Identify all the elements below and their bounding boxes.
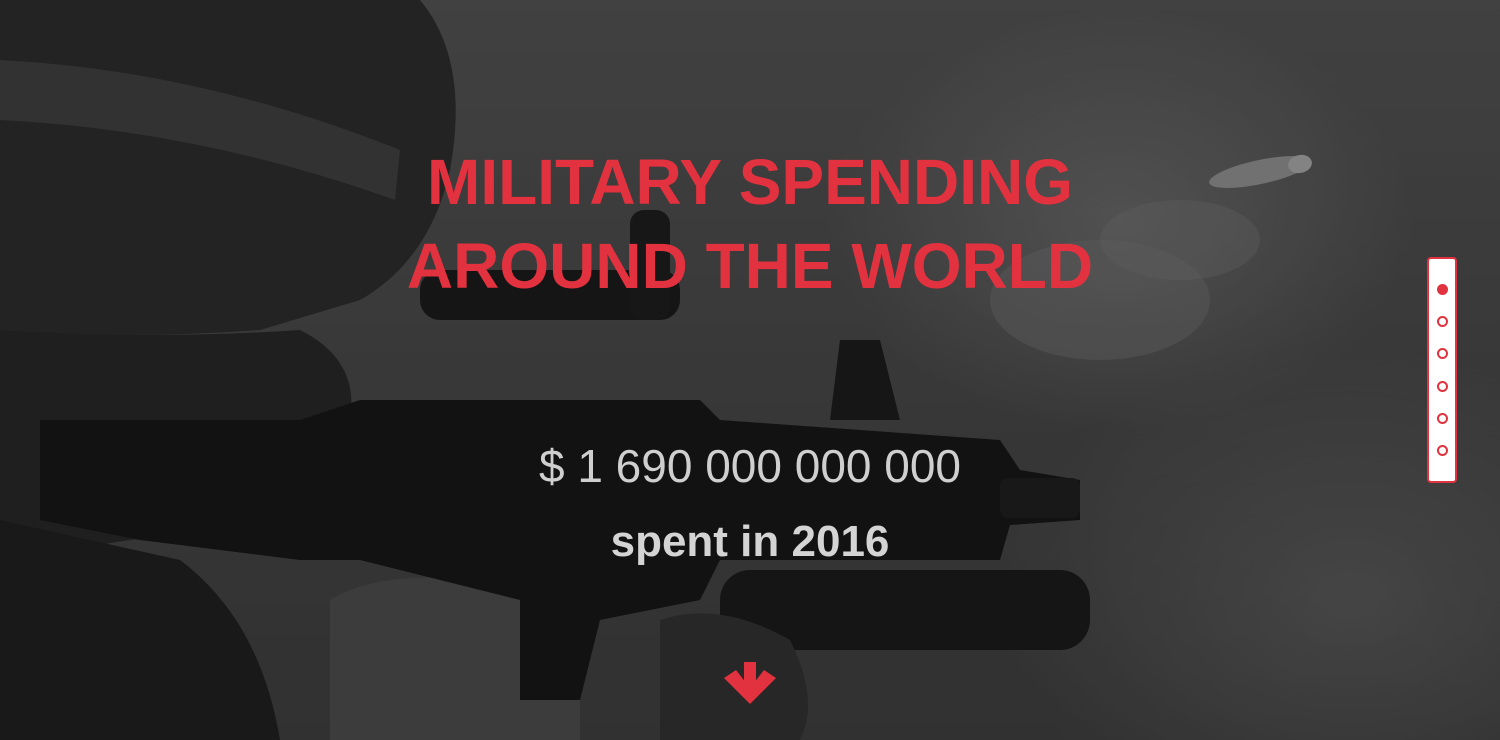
nav-dot-6[interactable] xyxy=(1436,444,1448,456)
title-line-2: AROUND THE WORLD xyxy=(406,230,1094,302)
nav-dot-2[interactable] xyxy=(1436,316,1448,328)
bullet-shape xyxy=(1209,154,1312,188)
arrow-down-icon xyxy=(724,662,776,704)
nav-dot-4[interactable] xyxy=(1436,380,1448,392)
spending-subtitle: spent in 2016 xyxy=(610,517,890,566)
scroll-down-button[interactable] xyxy=(720,660,780,710)
page-title: MILITARY SPENDING AROUND THE WORLD xyxy=(0,140,1500,308)
section-dot-navigation xyxy=(1427,257,1457,483)
nav-dot-3[interactable] xyxy=(1436,348,1448,360)
title-line-1: MILITARY SPENDING xyxy=(427,146,1073,218)
nav-dot-5[interactable] xyxy=(1436,412,1448,424)
spending-amount: $ 1 690 000 000 000 xyxy=(538,440,962,492)
nav-dot-1[interactable] xyxy=(1436,284,1448,296)
